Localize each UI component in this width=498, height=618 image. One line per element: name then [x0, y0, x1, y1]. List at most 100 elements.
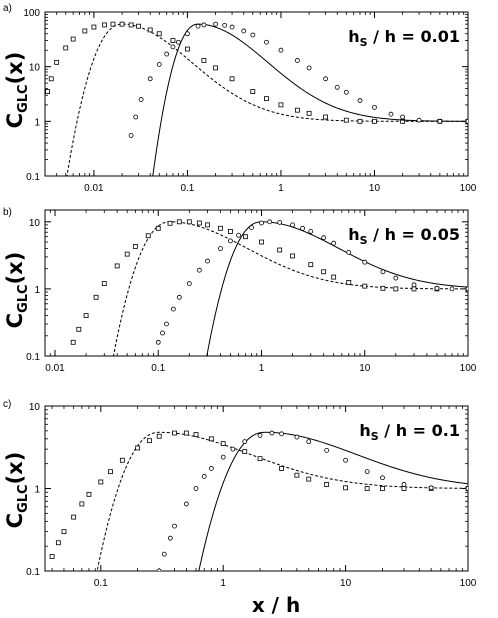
- series-2-point: [164, 321, 169, 327]
- series-1-point: [208, 436, 214, 442]
- series-1-point: [119, 21, 125, 27]
- y-tick-label: 10: [29, 218, 41, 229]
- series-2-point: [306, 439, 312, 445]
- y-axis-label: CGLC(x): [3, 452, 31, 529]
- series-1-point: [243, 234, 248, 240]
- series-1-point: [101, 281, 107, 286]
- series-2-point: [324, 447, 330, 453]
- series-2-point: [416, 117, 422, 123]
- series-2-point: [128, 133, 134, 138]
- series-2-point: [242, 439, 248, 445]
- series-1-point: [167, 220, 173, 226]
- series-2-point: [205, 258, 210, 264]
- series-2-point: [290, 222, 295, 228]
- panel-1: 0.01 0.1 1 10 100 0.1 1 10 100 a) CGLC(x) hS / h = …: [3, 3, 477, 194]
- series-2-point: [133, 114, 139, 120]
- series-1-point: [135, 445, 141, 451]
- series-1-point: [277, 247, 283, 253]
- series-2-point: [259, 220, 264, 226]
- series-1-point: [295, 107, 300, 113]
- series-2-point: [411, 282, 417, 288]
- series-1-point: [114, 263, 120, 269]
- y-axis-label: CGLC(x): [3, 252, 31, 329]
- series-2-point: [323, 76, 328, 82]
- series-1-point: [48, 76, 54, 82]
- series-1-point: [79, 501, 85, 507]
- series-2-point: [306, 65, 312, 71]
- series-1-point: [220, 441, 226, 447]
- series-2-point: [295, 58, 300, 63]
- x-tick-label: 100: [460, 183, 477, 194]
- series-2-point: [343, 457, 349, 463]
- series-2-point: [279, 431, 285, 437]
- series-2-point: [331, 240, 337, 246]
- series-2-point: [229, 24, 235, 30]
- plot-frame: [44, 209, 469, 357]
- series-1-point: [218, 225, 223, 231]
- series-1-point: [93, 294, 99, 300]
- series-2-point: [230, 446, 236, 452]
- x-tick-label: 100: [460, 363, 477, 374]
- panel-letter: a): [3, 3, 12, 14]
- series-1-point: [306, 110, 312, 116]
- x-tick-label: 10: [340, 578, 352, 589]
- series-1-point: [102, 22, 107, 28]
- series-1-point: [147, 438, 152, 444]
- series-1-point: [279, 466, 285, 471]
- series-1-point: [323, 114, 328, 120]
- series-2-point: [170, 306, 176, 312]
- series-1-point: [250, 89, 256, 94]
- x-tick-label: 0.1: [94, 578, 108, 589]
- panel-annotation: hS / h = 0.05: [348, 225, 460, 247]
- series-1-point: [186, 219, 192, 225]
- series-1-point: [193, 432, 199, 438]
- series-1-point: [86, 491, 92, 497]
- y-axis-label: CGLC(x): [3, 52, 31, 129]
- x-tick-label: 100: [460, 578, 477, 589]
- series-1-point: [98, 479, 104, 485]
- series-1-point: [411, 286, 417, 292]
- plot-frame: [44, 11, 469, 177]
- series-1-point: [196, 220, 202, 226]
- series-1-point: [63, 45, 69, 51]
- panel-3: 0.1 1 10 100 0.1 1 10 c) CGLC(x) hS / h = 0.1: [3, 399, 477, 589]
- series-1-point: [124, 251, 130, 257]
- panel-letter: c): [3, 399, 11, 410]
- series-2-point: [160, 330, 165, 336]
- series-1-point: [324, 482, 330, 487]
- series-1-point: [156, 31, 162, 37]
- y-tick-label: 1: [34, 117, 40, 128]
- y-tick-label: 10: [29, 63, 41, 74]
- x-tick-label: 1: [278, 183, 284, 194]
- series-2-point: [277, 220, 283, 225]
- series-1-point: [321, 269, 327, 275]
- series-2-point: [346, 250, 352, 255]
- series-2-point: [257, 433, 263, 438]
- y-tick-label: 1: [34, 485, 40, 496]
- series-1-point: [71, 514, 77, 520]
- x-tick-label: 1: [220, 578, 226, 589]
- series-2-point: [193, 486, 199, 491]
- panel-2: 0.01 0.1 1 10 100 0.1 1 10 b) CGLC(x) hS / h = 0.0…: [3, 207, 477, 374]
- series-1-point: [201, 58, 207, 63]
- series-1-point: [380, 285, 386, 291]
- series-1-point: [357, 118, 363, 124]
- series-2-point: [465, 118, 468, 124]
- series-2-point: [321, 235, 327, 241]
- series-1-point: [145, 233, 151, 239]
- y-tick-label: 100: [23, 8, 40, 19]
- panel-annotation: hS / h = 0.01: [348, 27, 460, 49]
- series-1-point: [308, 262, 314, 268]
- series-1-point: [119, 457, 125, 463]
- series-2-point: [278, 47, 284, 53]
- series-2-point: [269, 430, 275, 436]
- series-2-point: [434, 285, 440, 291]
- series-2-point: [267, 219, 273, 225]
- series-1-point: [257, 456, 263, 462]
- series-2-point: [155, 339, 161, 345]
- y-tick-label: 0.1: [26, 567, 40, 578]
- series-1-point: [306, 476, 312, 482]
- series-1-point: [155, 225, 161, 231]
- series-1-point: [401, 486, 407, 491]
